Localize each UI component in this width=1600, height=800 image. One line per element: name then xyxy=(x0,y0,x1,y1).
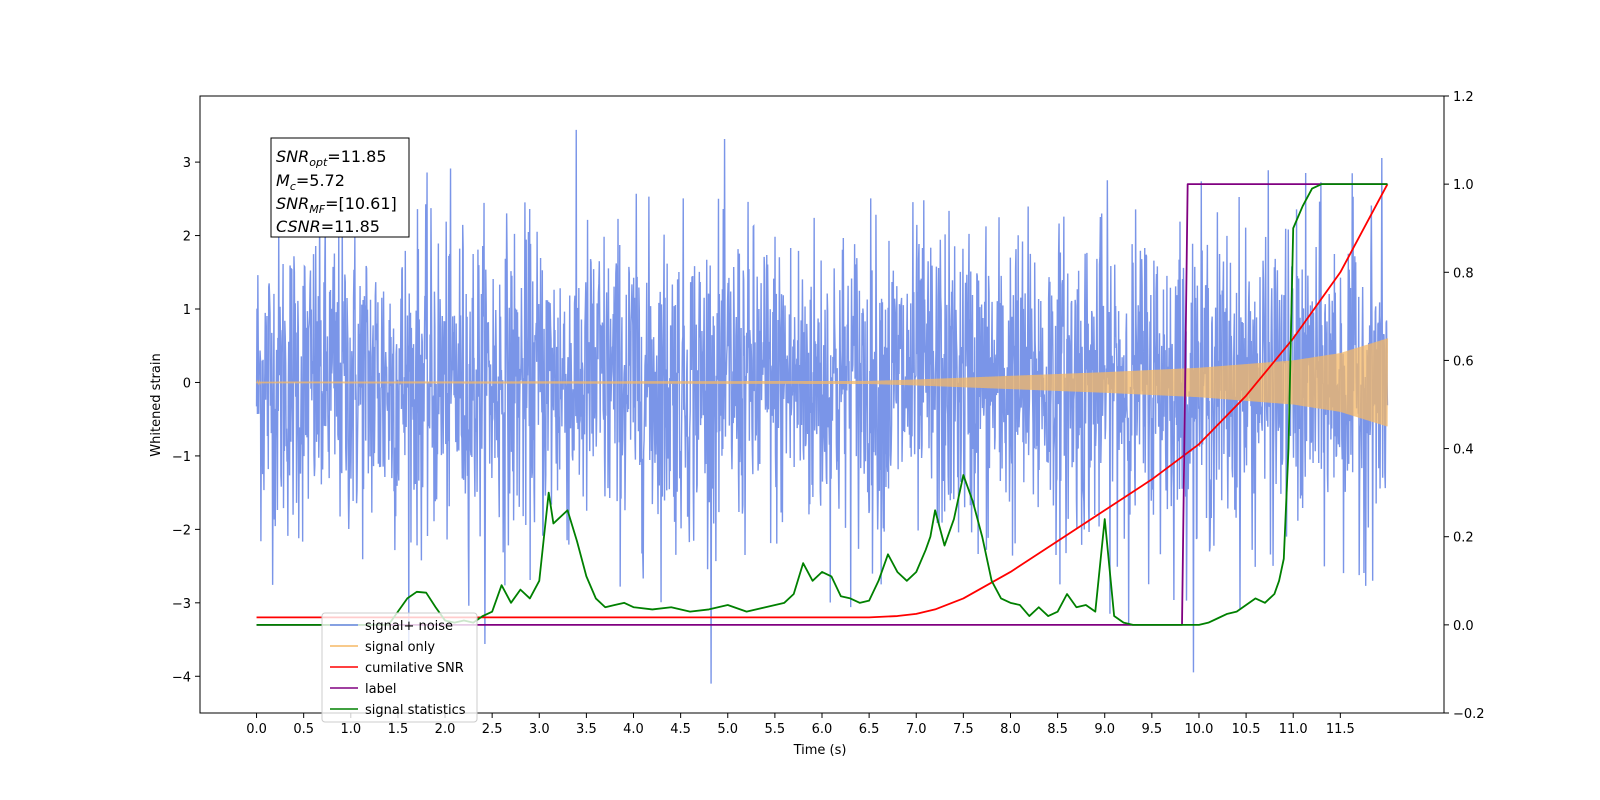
x-axis-title: Time (s) xyxy=(793,743,847,758)
x-tick-label: 11.5 xyxy=(1326,722,1355,737)
svg-text:label: label xyxy=(365,682,396,697)
y-left-tick-label: −1 xyxy=(172,450,191,465)
csnr-value: =11.85 xyxy=(321,217,380,236)
x-tick-label: 3.5 xyxy=(576,722,597,737)
x-axis: 0.0 0.5 1.0 1.5 2.0 2.5 3.0 3.5 4.0 4.5 5.0 5.5 6.0 6… xyxy=(246,713,1355,737)
legend-item-signal-noise: signal+ noise xyxy=(330,619,453,634)
x-tick-label: 6.0 xyxy=(812,722,833,737)
y-right-tick-label: 0.2 xyxy=(1453,531,1474,546)
x-tick-label: 7.5 xyxy=(953,722,974,737)
series-label xyxy=(256,183,1388,626)
x-tick-label: 10.0 xyxy=(1184,722,1213,737)
svg-text:cumilative SNR: cumilative SNR xyxy=(365,661,464,676)
series-signal-only xyxy=(255,338,1389,427)
x-tick-label: 4.5 xyxy=(670,722,691,737)
legend: signal+ noise signal only cumilative SNR… xyxy=(321,612,478,723)
snr-opt-value: =11.85 xyxy=(327,147,386,166)
y-left-tick-label: −2 xyxy=(172,523,191,538)
y-left-tick-label: 3 xyxy=(183,156,191,171)
series-signal-noise xyxy=(255,129,1389,684)
x-tick-label: 10.5 xyxy=(1232,722,1261,737)
y-axis-right: −0.2 0.0 0.2 0.4 0.6 0.8 1.0 1.2 xyxy=(1444,90,1485,722)
legend-item-signal-only: signal only xyxy=(330,640,435,655)
y-left-tick-label: −3 xyxy=(172,597,191,612)
series-signal-statistics xyxy=(256,183,1388,626)
x-tick-label: 11.0 xyxy=(1279,722,1308,737)
y-left-tick-label: 1 xyxy=(183,303,191,318)
x-tick-label: 5.0 xyxy=(717,722,738,737)
x-tick-label: 7.0 xyxy=(906,722,927,737)
svg-text:SNRopt=11.85: SNRopt=11.85 xyxy=(276,147,387,169)
series-cumulative-snr xyxy=(256,183,1389,619)
x-tick-label: 2.5 xyxy=(482,722,503,737)
y-axis-left: −4 −3 −2 −1 0 1 2 3 xyxy=(172,156,200,685)
y-right-tick-label: 0.6 xyxy=(1453,354,1474,369)
info-box: SNRopt=11.85 Mc=5.72 SNRMF=[10.61] CSNR=… xyxy=(270,137,410,238)
svg-text:signal statistics: signal statistics xyxy=(365,703,466,718)
mc-value: =5.72 xyxy=(296,171,345,190)
y-right-tick-label: 1.2 xyxy=(1453,90,1474,105)
svg-text:Mc=5.72: Mc=5.72 xyxy=(276,171,345,193)
svg-text:CSNR=11.85: CSNR=11.85 xyxy=(276,217,380,236)
snr-mf-value: =[10.61] xyxy=(325,194,397,213)
legend-item-label: label xyxy=(330,682,396,697)
y-axis-title: Whitened strain xyxy=(149,353,164,456)
svg-text:SNRMF=[10.61]: SNRMF=[10.61] xyxy=(276,194,397,216)
x-tick-label: 9.0 xyxy=(1094,722,1115,737)
x-tick-label: 5.5 xyxy=(765,722,786,737)
x-tick-label: 6.5 xyxy=(859,722,880,737)
y-left-tick-label: 2 xyxy=(183,230,191,245)
x-tick-label: 0.5 xyxy=(293,722,314,737)
y-right-tick-label: 0.8 xyxy=(1453,266,1474,281)
x-tick-label: 4.0 xyxy=(623,722,644,737)
series-layer xyxy=(255,129,1389,684)
y-left-tick-label: 0 xyxy=(183,376,191,391)
x-tick-label: 0.0 xyxy=(246,722,267,737)
x-tick-label: 8.0 xyxy=(1000,722,1021,737)
x-tick-label: 3.0 xyxy=(529,722,550,737)
svg-text:signal+ noise: signal+ noise xyxy=(365,619,453,634)
y-right-tick-label: −0.2 xyxy=(1453,707,1485,722)
y-right-tick-label: 1.0 xyxy=(1453,178,1474,193)
y-left-tick-label: −4 xyxy=(172,670,191,685)
legend-item-signal-statistics: signal statistics xyxy=(330,703,466,718)
y-right-tick-label: 0.4 xyxy=(1453,443,1474,458)
x-tick-label: 8.5 xyxy=(1047,722,1068,737)
x-tick-label: 1.0 xyxy=(340,722,361,737)
x-tick-label: 1.5 xyxy=(388,722,409,737)
legend-item-cumulative-snr: cumilative SNR xyxy=(330,661,464,676)
y-right-tick-label: 0.0 xyxy=(1453,619,1474,634)
svg-text:signal only: signal only xyxy=(365,640,435,655)
x-tick-label: 9.5 xyxy=(1142,722,1163,737)
x-tick-label: 2.0 xyxy=(435,722,456,737)
